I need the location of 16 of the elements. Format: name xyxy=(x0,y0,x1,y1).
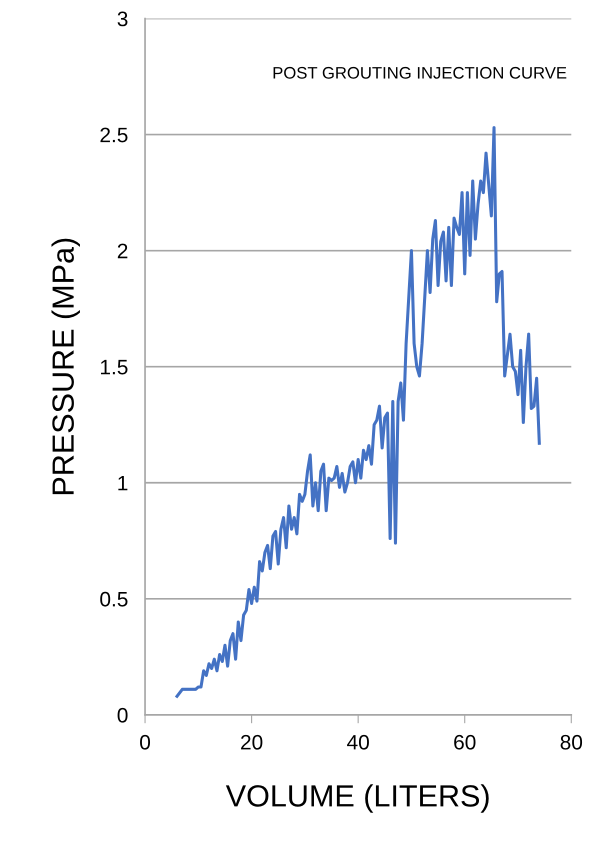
x-tick-label: 80 xyxy=(560,734,582,750)
y-tick-label: 0 xyxy=(118,708,128,723)
x-tick-label: 60 xyxy=(454,734,476,750)
x-tick-label: 0 xyxy=(140,734,150,750)
text: POST GROUTING INJECTION CURVE xyxy=(274,66,566,79)
y-tick-label: 2.5 xyxy=(100,128,128,142)
y-tick-label: 0.5 xyxy=(100,592,128,607)
x-tick-label: 20 xyxy=(241,734,262,750)
y-tick-label: 1.5 xyxy=(101,360,128,374)
y-axis-title: PRESSURE (MPa) xyxy=(51,238,80,494)
line-series xyxy=(175,126,541,698)
x-axis-title: VOLUME (LITERS) xyxy=(226,784,489,813)
y-tick-label: 3 xyxy=(118,12,128,26)
y-tick-label: 1 xyxy=(118,476,128,490)
x-tick-label: 40 xyxy=(347,734,369,750)
y-tick-label: 2 xyxy=(118,244,128,258)
